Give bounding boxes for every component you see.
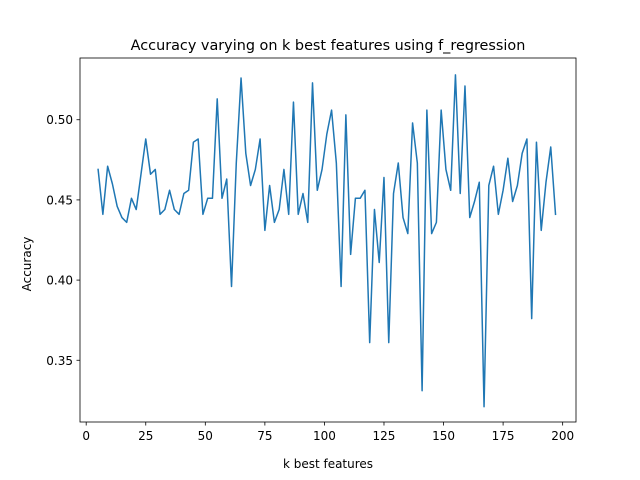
y-tick-label: 0.40 [46,274,73,288]
x-axis-title: k best features [283,457,373,471]
y-tick-label: 0.45 [46,193,73,207]
x-tick-label: 25 [138,429,153,443]
chart-title: Accuracy varying on k best features usin… [131,38,526,54]
x-tick-label: 200 [551,429,574,443]
y-tick-label: 0.35 [46,354,73,368]
axis-ticks: 0 25 50 75 100 125 150 175 200 0.35 0.40 0.45 0.50 [46,113,574,443]
x-tick-label: 75 [257,429,272,443]
axes-frame [79,57,577,423]
y-axis-title: Accuracy [20,237,34,292]
series-line-0 [97,74,557,408]
y-tick-label: 0.50 [46,113,73,127]
x-tick-label: 0 [82,429,90,443]
x-tick-label: 125 [373,429,396,443]
x-tick-label: 100 [313,429,336,443]
plot-area [79,57,577,423]
x-tick-label: 175 [492,429,515,443]
x-tick-label: 50 [198,429,213,443]
x-tick-label: 150 [432,429,455,443]
